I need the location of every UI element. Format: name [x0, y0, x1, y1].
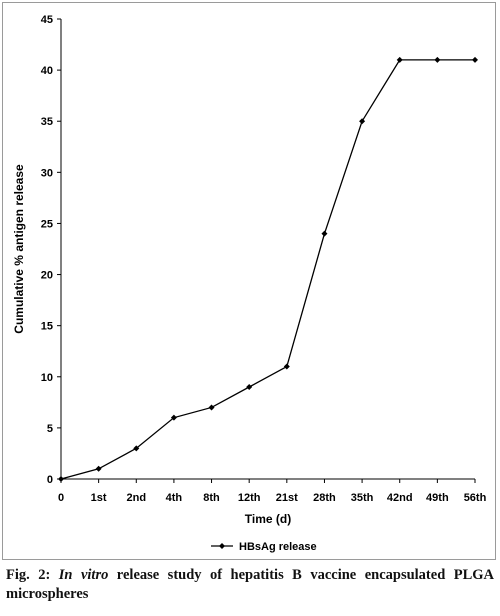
data-point — [133, 445, 140, 452]
x-tick-label: 28th — [313, 492, 336, 504]
caption-italic: In vitro — [58, 567, 109, 583]
legend-label: HBsAg release — [239, 541, 317, 553]
figure-caption: Fig. 2: In vitro release study of hepati… — [6, 566, 494, 604]
legend: HBsAg release — [211, 541, 317, 553]
data-point — [58, 476, 64, 482]
x-tick-label: 49th — [426, 492, 449, 504]
y-tick-label: 25 — [41, 218, 53, 230]
line-chart: 0 5 10 15 20 25 30 35 40 45 0 1st 2nd 4th 8th 12th 21st… — [12, 14, 487, 553]
data-point — [359, 118, 366, 125]
y-tick-label: 35 — [41, 116, 53, 128]
data-point — [434, 56, 441, 63]
data-point — [396, 56, 403, 63]
x-tick-label: 12th — [238, 492, 261, 504]
data-point — [321, 230, 328, 237]
y-axis-ticks: 0 5 10 15 20 25 30 35 40 45 — [41, 14, 61, 486]
caption-label: Fig. 2: — [6, 567, 51, 583]
x-tick-label: 2nd — [126, 492, 146, 504]
x-tick-label: 1st — [91, 492, 107, 504]
legend-marker-diamond — [219, 543, 225, 549]
data-point — [246, 384, 253, 390]
chart-frame: 0 5 10 15 20 25 30 35 40 45 0 1st 2nd 4th 8th 12th 21st… — [2, 2, 496, 560]
y-tick-label: 30 — [41, 167, 53, 179]
data-point — [95, 465, 102, 472]
x-tick-label: 21st — [276, 492, 298, 504]
y-tick-label: 15 — [41, 321, 53, 333]
x-tick-label: 4th — [166, 492, 183, 504]
x-axis-title: Time (d) — [245, 512, 291, 526]
x-tick-label: 8th — [203, 492, 220, 504]
x-tick-label: 0 — [58, 492, 64, 504]
series-layer — [58, 56, 478, 482]
x-axis-ticks: 0 1st 2nd 4th 8th 12th 21st 28th 35th 42nd 49th 56t… — [58, 479, 487, 504]
y-tick-label: 5 — [47, 423, 53, 435]
caption-text: release study of hepatitis B vaccine enc… — [6, 567, 494, 602]
data-point — [208, 404, 215, 411]
data-point — [283, 363, 290, 370]
y-tick-label: 20 — [41, 270, 53, 282]
x-tick-label: 42nd — [387, 492, 413, 504]
y-tick-label: 45 — [41, 14, 53, 26]
y-tick-label: 40 — [41, 65, 53, 77]
y-tick-label: 0 — [47, 474, 53, 486]
y-axis-title: Cumulative % antigen release — [12, 164, 26, 334]
x-tick-label: 56th — [464, 492, 487, 504]
y-tick-label: 10 — [41, 372, 53, 384]
series-line — [60, 59, 475, 480]
data-point — [472, 56, 478, 63]
data-point — [170, 414, 177, 421]
x-tick-label: 35th — [351, 492, 374, 504]
